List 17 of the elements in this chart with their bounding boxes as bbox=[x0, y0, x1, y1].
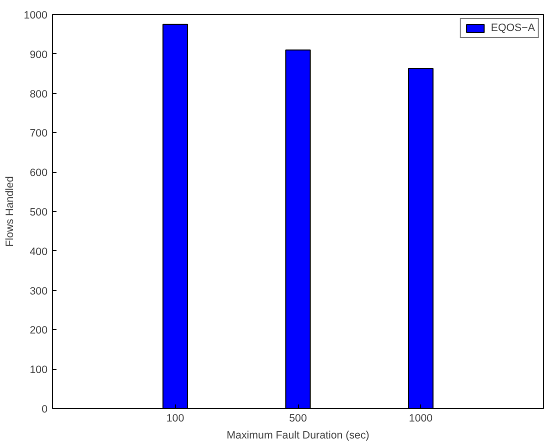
y-tick-label: 0 bbox=[42, 404, 48, 416]
x-axis-title: Maximum Fault Duration (sec) bbox=[226, 430, 370, 442]
y-tick-label: 500 bbox=[30, 206, 48, 218]
x-tick-label: 500 bbox=[289, 412, 307, 424]
y-tick-label: 100 bbox=[30, 364, 48, 376]
legend-label: EQOS−A bbox=[490, 22, 535, 34]
y-tick-label: 700 bbox=[30, 128, 48, 140]
x-tick-label: 1000 bbox=[408, 412, 433, 424]
y-tick-label: 400 bbox=[30, 246, 48, 258]
y-tick-label: 900 bbox=[30, 48, 48, 61]
y-tick-label: 800 bbox=[30, 88, 48, 100]
y-tick-label: 300 bbox=[30, 285, 48, 298]
y-tick-label: 1000 bbox=[24, 10, 48, 22]
y-axis-title: Flows Handled bbox=[4, 176, 16, 247]
y-tick-label: 600 bbox=[30, 167, 48, 180]
y-tick-label: 200 bbox=[30, 324, 48, 337]
x-tick-label: 100 bbox=[166, 412, 184, 424]
